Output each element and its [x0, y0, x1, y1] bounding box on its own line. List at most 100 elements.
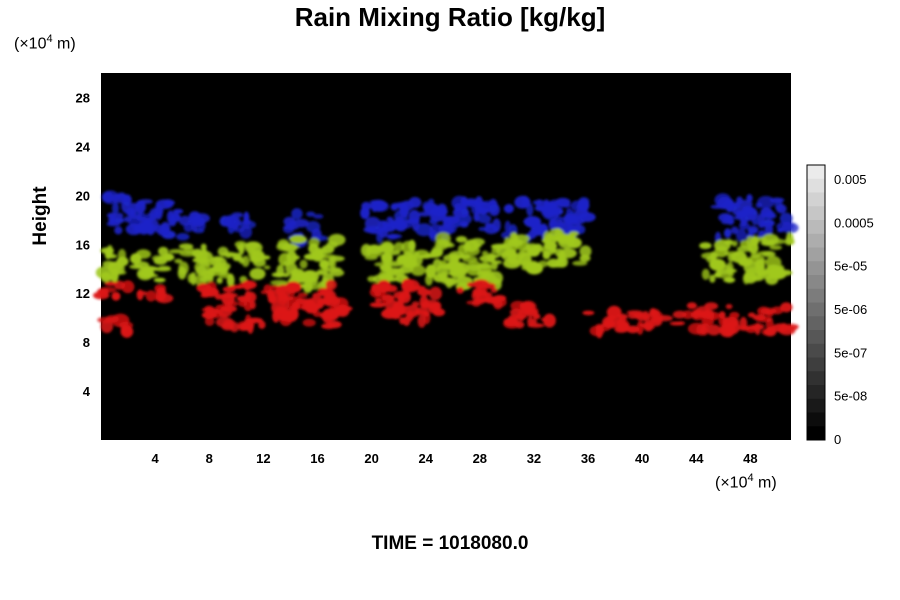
field-mark-s2-b3	[215, 304, 233, 310]
field-mark-s0-b1	[168, 218, 177, 227]
y-axis-unit: (×104 m)	[14, 33, 76, 53]
field-mark-s2-b3	[325, 279, 337, 291]
field-mark-s2-b3	[317, 297, 334, 305]
time-label: TIME = 1018080.0	[371, 533, 529, 554]
colorbar-frame	[806, 164, 826, 441]
field-mark-s2-b8	[702, 309, 715, 318]
x-axis-unit: (×104 m)	[715, 472, 777, 492]
field-mark-s1-b3	[234, 256, 243, 261]
field-mark-s2-b4	[429, 286, 442, 301]
field-mark-s1-b4	[314, 271, 328, 276]
field-mark-s0-b3	[282, 224, 295, 234]
field-mark-s0-b5	[462, 198, 480, 208]
field-mark-s1-b8	[755, 265, 766, 271]
field-mark-s0-b4	[387, 222, 395, 227]
field-mark-s1-b4	[319, 260, 330, 270]
field-mark-s0-b5	[534, 224, 549, 234]
field-mark-s2-b8	[752, 314, 766, 321]
field-mark-s1-b0	[106, 253, 118, 259]
field-mark-s1-b2	[178, 243, 194, 250]
field-mark-s1-b0	[107, 261, 123, 273]
colorbar-segment	[807, 398, 825, 413]
field-mark-s2-b6	[527, 323, 545, 328]
field-mark-s0-b6	[724, 228, 732, 239]
field-mark-s1-b2	[177, 266, 187, 280]
field-mark-s0-b6	[721, 203, 734, 209]
field-mark-s0-b2	[239, 225, 253, 239]
field-mark-s2-b5	[493, 299, 503, 310]
field-mark-s0-b1	[176, 233, 190, 241]
field-mark-s1-b6	[434, 238, 450, 250]
field-mark-s1-b7	[521, 265, 539, 271]
field-mark-s2-b4	[417, 288, 431, 297]
field-mark-s1-b4	[278, 252, 293, 267]
field-mark-s2-b2	[100, 319, 114, 334]
field-mark-s2-b8	[682, 310, 694, 320]
field-mark-s1-b3	[227, 252, 239, 257]
field-mark-s1-b7	[542, 250, 551, 260]
field-mark-s1-b7	[579, 245, 592, 258]
x-tick-label: 32	[527, 451, 541, 466]
field-mark-s0-b4	[369, 199, 386, 205]
colorbar-segment	[807, 357, 825, 372]
field-mark-s1-b6	[477, 270, 495, 275]
field-mark-s2-b4	[402, 316, 411, 327]
field-mark-s2-b8	[780, 302, 793, 313]
field-mark-s1-b0	[117, 249, 127, 261]
field-mark-s2-b8	[765, 318, 774, 332]
field-mark-s2-b3	[201, 291, 211, 298]
field-mark-s0-b6	[746, 209, 758, 216]
field-mark-s0-b0	[116, 192, 127, 200]
field-mark-s0-b3	[306, 221, 321, 233]
field-mark-s0-b5	[528, 229, 538, 239]
field-mark-s1-b2	[195, 250, 213, 264]
y-tick-label: 4	[83, 384, 91, 399]
field-mark-s2-b3	[263, 284, 272, 294]
y-tick-label: 12	[76, 286, 90, 301]
field-mark-s1-b1	[158, 265, 171, 270]
field-mark-s0-b5	[574, 208, 589, 219]
field-mark-s2-b3	[214, 293, 223, 300]
field-mark-s2-b3	[204, 305, 215, 313]
field-mark-s1-b8	[716, 264, 733, 275]
field-mark-s2-b8	[706, 324, 721, 336]
colorbar-segment	[807, 302, 825, 317]
field-mark-s1-b8	[742, 272, 750, 285]
field-mark-s2-b4	[382, 295, 396, 301]
field-mark-s1-b5	[401, 240, 416, 255]
field-mark-s2-b5	[471, 291, 480, 301]
field-mark-s1-b8	[751, 235, 759, 244]
field-mark-s0-b5	[553, 216, 566, 222]
field-mark-s1-b4	[292, 255, 300, 260]
field-mark-s0-b1	[197, 220, 206, 232]
field-mark-s2-b6	[530, 318, 538, 325]
field-mark-s1-b2	[187, 273, 195, 284]
field-mark-s1-b5	[410, 264, 426, 276]
field-mark-s0-b0	[102, 191, 114, 203]
field-mark-s1-b8	[701, 268, 710, 280]
field-mark-s2-b3	[205, 311, 212, 320]
field-mark-s0-b4	[403, 220, 413, 229]
field-mark-s0-b3	[291, 208, 303, 220]
field-mark-s1-b4	[302, 270, 317, 284]
field-mark-s2-b7	[639, 322, 653, 328]
field-mark-s2-b3	[247, 319, 254, 334]
field-mark-s1-b6	[479, 255, 495, 263]
field-mark-s0-b1	[193, 228, 205, 234]
field-mark-s1-b7	[558, 259, 565, 264]
field-mark-s0-b5	[560, 203, 571, 208]
x-tick-label: 44	[689, 451, 704, 466]
field-mark-s1-b7	[559, 248, 577, 259]
field-mark-s2-b0	[97, 288, 109, 296]
field-mark-s1-b7	[572, 260, 588, 266]
field-mark-s2-b5	[490, 287, 498, 293]
field-mark-s0-b5	[521, 195, 529, 208]
field-mark-s1-b8	[709, 274, 716, 283]
field-mark-s2-b3	[258, 320, 266, 329]
field-mark-s1-b8	[784, 237, 795, 246]
field-mark-s2-b6	[532, 313, 541, 320]
y-tick-label: 24	[76, 139, 91, 154]
field-mark-s0-b5	[501, 231, 510, 239]
colorbar-tick-label: 5e-06	[834, 302, 867, 317]
